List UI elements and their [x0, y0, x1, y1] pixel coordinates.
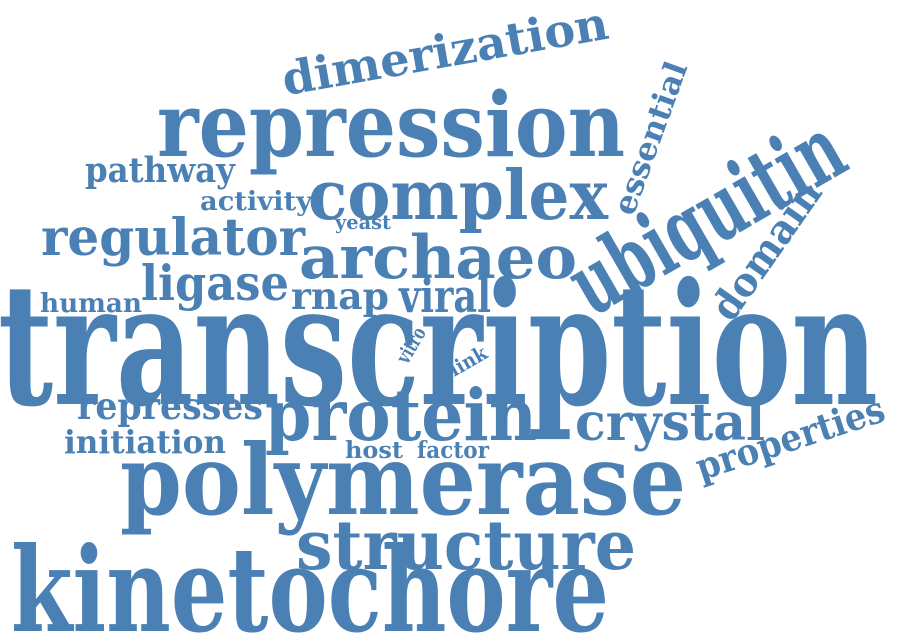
word-rnap: rnap: [291, 274, 389, 318]
word-crystal: crystal: [575, 393, 765, 453]
word-structure: structure: [296, 506, 636, 586]
word-polymerase: polymerase: [120, 423, 686, 537]
word-represses: represses: [77, 384, 263, 428]
word-host: host: [345, 437, 403, 464]
word-protein: protein: [265, 373, 537, 457]
word-factor: factor: [417, 437, 490, 464]
word-pathway: pathway: [85, 151, 236, 191]
word-yeast: yeast: [334, 210, 392, 234]
word-archaeo: archaeo: [299, 223, 577, 293]
word-viral: viral: [398, 269, 491, 323]
word-transcription: transcription: [0, 246, 878, 444]
word-repression: repression: [157, 73, 625, 177]
word-human: human: [40, 289, 142, 319]
word-initiation: initiation: [64, 425, 226, 461]
word-ligase: ligase: [141, 255, 289, 312]
word-kinetochore: kinetochore: [11, 521, 609, 636]
word-regulator: regulator: [41, 208, 306, 268]
word-activity: activity: [200, 187, 313, 217]
word-complex: complex: [308, 156, 609, 236]
